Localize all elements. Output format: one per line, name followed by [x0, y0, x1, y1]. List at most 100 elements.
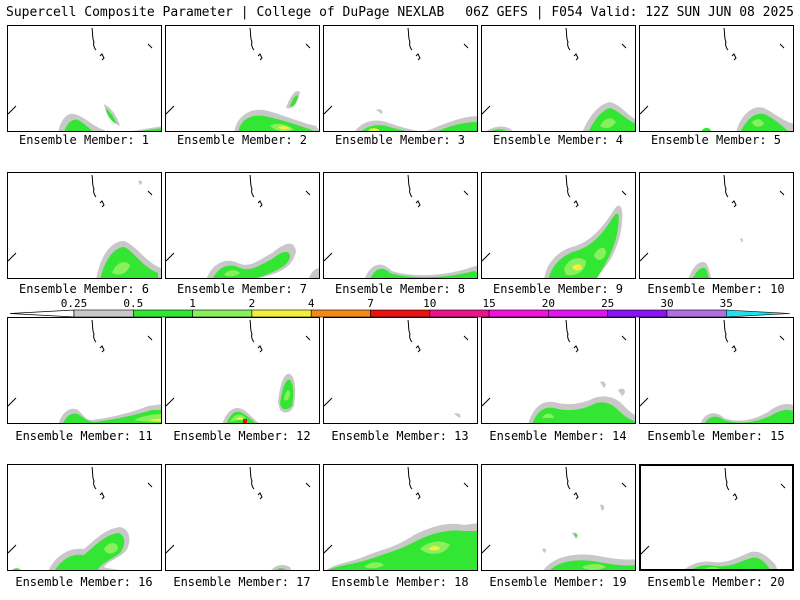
- ensemble-member-label: Ensemble Member: 4: [492, 133, 624, 147]
- map-outline: [8, 397, 17, 407]
- ensemble-panel-11[interactable]: [7, 317, 162, 424]
- ensemble-panel-5[interactable]: [639, 25, 794, 132]
- ensemble-panel-15[interactable]: [639, 317, 794, 424]
- colorbar-over-arrow: [725, 309, 790, 318]
- map-outline: [621, 190, 627, 196]
- scp-contour-fill: [104, 543, 118, 554]
- map-outline: [305, 190, 311, 196]
- ensemble-panel-13[interactable]: [323, 317, 478, 424]
- map-outline: [573, 345, 579, 353]
- scp-contour-fill: [148, 418, 161, 422]
- colorbar-tick-label: 0.5: [123, 297, 143, 310]
- ensemble-member-label: Ensemble Member: 14: [489, 429, 627, 443]
- ensemble-panel-1[interactable]: [7, 25, 162, 132]
- ensemble-panel-17[interactable]: [165, 464, 320, 571]
- scp-contour-fill: [600, 381, 606, 388]
- ensemble-member-label: Ensemble Member: 7: [176, 282, 308, 296]
- map-outline: [257, 345, 263, 353]
- map-outline: [565, 319, 571, 343]
- ensemble-panel-20[interactable]: [639, 464, 794, 571]
- scp-contour-fill: [704, 567, 720, 569]
- map-outline: [407, 27, 413, 51]
- ensemble-member-label: Ensemble Member: 5: [650, 133, 782, 147]
- map-outline: [621, 43, 627, 49]
- ensemble-panel-4[interactable]: [481, 25, 636, 132]
- map-title: Supercell Composite Parameter | College …: [6, 5, 445, 20]
- ensemble-member-label: Ensemble Member: 11: [15, 429, 153, 443]
- map-outline: [8, 252, 17, 262]
- map-outline: [91, 27, 97, 51]
- ensemble-panel-3[interactable]: [323, 25, 478, 132]
- colorbar-tick-label: 7: [367, 297, 374, 310]
- scp-contour-fill: [12, 568, 21, 570]
- colorbar-tick-label: 15: [482, 297, 495, 310]
- ensemble-panel-9[interactable]: [481, 172, 636, 279]
- scp-map-15: [640, 319, 793, 423]
- scp-contour-fill: [692, 267, 709, 278]
- scp-contour-fill: [438, 122, 477, 131]
- map-outline: [305, 335, 311, 341]
- map-outline: [565, 27, 571, 51]
- ensemble-panel-18[interactable]: [323, 464, 478, 571]
- map-outline: [463, 335, 469, 341]
- map-outline: [482, 252, 491, 262]
- scp-map-1: [8, 27, 161, 131]
- map-outline: [99, 345, 105, 353]
- ensemble-member-label: Ensemble Member: 19: [489, 575, 627, 589]
- scp-map-4: [482, 27, 635, 131]
- map-outline: [415, 53, 421, 61]
- map-outline: [723, 174, 729, 198]
- scp-contour-fill: [486, 126, 513, 131]
- map-outline: [482, 105, 491, 115]
- ensemble-panel-8[interactable]: [323, 172, 478, 279]
- map-outline: [147, 190, 153, 196]
- scp-contour-fill: [542, 548, 547, 553]
- map-outline: [257, 492, 263, 500]
- scp-contour-fill: [618, 388, 625, 396]
- map-outline: [249, 319, 255, 343]
- map-outline: [723, 319, 729, 343]
- map-outline: [324, 252, 333, 262]
- scp-map-2: [166, 27, 319, 131]
- scp-map-20: [641, 467, 786, 569]
- map-outline: [8, 105, 17, 115]
- scp-contour-fill: [542, 413, 554, 418]
- scp-contour-fill: [55, 533, 125, 570]
- map-outline: [780, 483, 786, 489]
- ensemble-panel-14[interactable]: [481, 317, 636, 424]
- scp-contour-fill: [370, 268, 477, 278]
- ensemble-panel-2[interactable]: [165, 25, 320, 132]
- map-outline: [724, 467, 730, 491]
- scp-contour-fill: [278, 125, 290, 130]
- ensemble-member-label: Ensemble Member: 9: [492, 282, 624, 296]
- scp-contour-fill: [368, 128, 380, 131]
- map-outline: [324, 397, 333, 407]
- map-outline: [463, 43, 469, 49]
- ensemble-panel-10[interactable]: [639, 172, 794, 279]
- scp-map-7: [166, 174, 319, 278]
- scp-contour-fill: [138, 180, 143, 185]
- ensemble-member-label: Ensemble Member: 3: [334, 133, 466, 147]
- ensemble-member-label: Ensemble Member: 15: [647, 429, 785, 443]
- map-outline: [573, 53, 579, 61]
- map-outline: [249, 174, 255, 198]
- ensemble-panel-16[interactable]: [7, 464, 162, 571]
- scp-contour-fill: [491, 129, 507, 131]
- colorbar-tick-label: 25: [601, 297, 614, 310]
- scp-map-14: [482, 319, 635, 423]
- scp-map-13: [324, 319, 469, 418]
- ensemble-panel-6[interactable]: [7, 172, 162, 279]
- map-outline: [463, 482, 469, 488]
- ensemble-panel-19[interactable]: [481, 464, 636, 571]
- colorbar-tick-label: 30: [660, 297, 673, 310]
- map-outline: [257, 200, 263, 208]
- ensemble-panel-12[interactable]: [165, 317, 320, 424]
- colorbar-segment: [488, 309, 549, 318]
- run-valid-time: 06Z GEFS | F054 Valid: 12Z SUN JUN 08 20…: [465, 5, 794, 20]
- scp-contour-fill: [741, 113, 788, 131]
- ensemble-panel-7[interactable]: [165, 172, 320, 279]
- scp-map-12: [166, 319, 311, 423]
- map-outline: [573, 492, 579, 500]
- map-outline: [482, 544, 491, 554]
- scp-contour-fill: [705, 409, 793, 423]
